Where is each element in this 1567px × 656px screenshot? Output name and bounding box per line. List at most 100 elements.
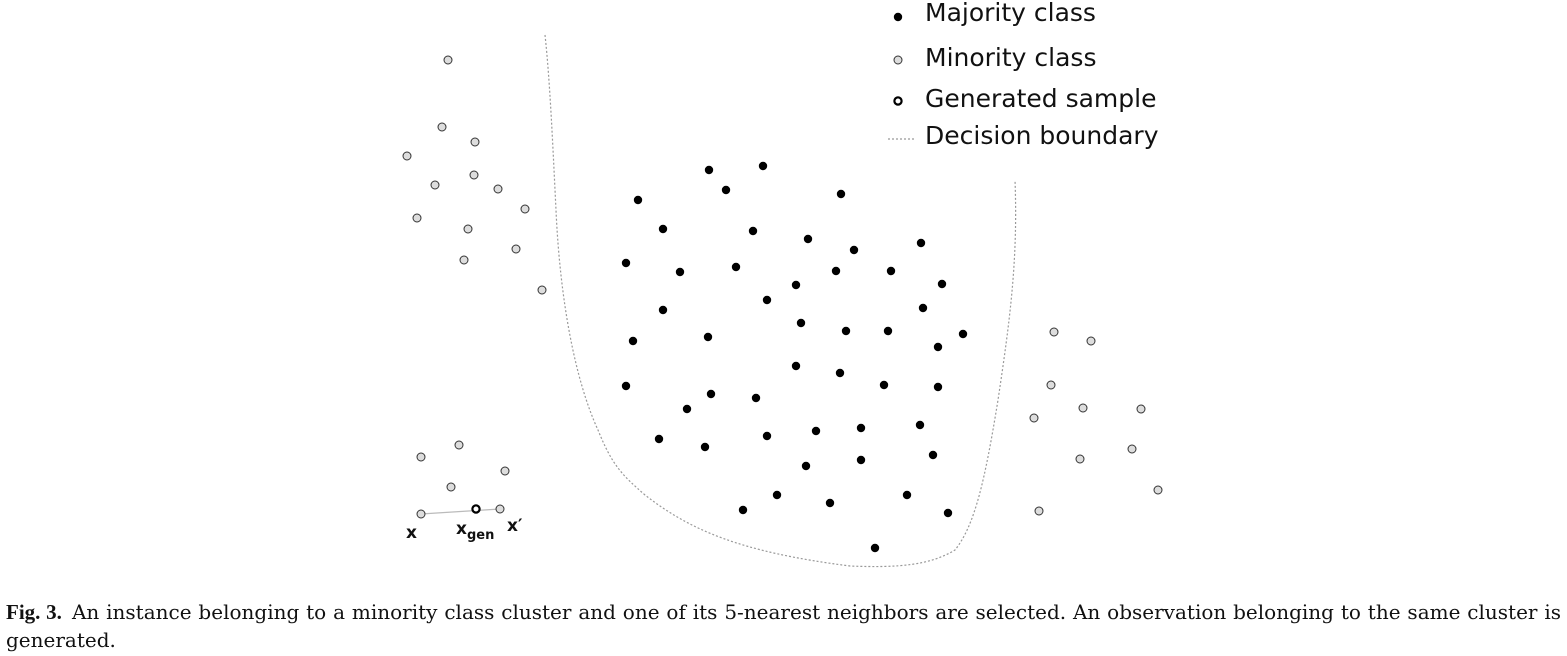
majority-point — [658, 305, 668, 315]
majority-point — [886, 266, 896, 276]
legend-marker — [893, 55, 903, 65]
majority-point — [918, 303, 928, 313]
minority-point — [537, 285, 547, 295]
generated-sample — [471, 504, 481, 514]
figure: x xgen x′ Majority class Minority class … — [402, 0, 1163, 568]
minority-point — [1086, 336, 1096, 346]
legend-marker — [893, 12, 903, 22]
minority-point — [1075, 454, 1085, 464]
minority-point — [500, 466, 510, 476]
legend-text: Majority class — [925, 0, 1096, 27]
majority-point — [958, 329, 968, 339]
minority-point — [443, 55, 453, 65]
minority-point — [446, 482, 456, 492]
minority-point — [402, 151, 412, 161]
majority-point — [791, 280, 801, 290]
majority-point — [825, 498, 835, 508]
majority-point — [879, 380, 889, 390]
majority-point — [836, 189, 846, 199]
legend-marker — [893, 96, 903, 106]
xgen-sub: gen — [467, 528, 494, 543]
majority-point — [841, 326, 851, 336]
majority-point — [658, 224, 668, 234]
majority-point — [675, 267, 685, 277]
majority-point — [915, 420, 925, 430]
majority-point — [831, 266, 841, 276]
minority-point — [1078, 403, 1088, 413]
minority-point — [412, 213, 422, 223]
majority-point — [633, 195, 643, 205]
majority-point — [628, 336, 638, 346]
majority-point — [856, 455, 866, 465]
minority-point — [430, 180, 440, 190]
majority-point — [943, 508, 953, 518]
majority-point — [704, 165, 714, 175]
majority-point — [933, 382, 943, 392]
legend-text: Minority class — [925, 43, 1096, 72]
majority-point — [801, 461, 811, 471]
majority-point — [883, 326, 893, 336]
majority-point — [758, 161, 768, 171]
caption: Fig. 3. An instance belonging to a minori… — [6, 598, 1561, 654]
xgen-main: x — [456, 519, 467, 539]
majority-point — [748, 226, 758, 236]
majority-point — [933, 342, 943, 352]
majority-point — [762, 295, 772, 305]
majority-point — [849, 245, 859, 255]
majority-point — [902, 490, 912, 500]
majority-point — [751, 393, 761, 403]
minority-point — [454, 440, 464, 450]
minority-point — [1136, 404, 1146, 414]
points — [402, 55, 1163, 553]
majority-point — [928, 450, 938, 460]
xprime-label: x′ — [507, 516, 523, 536]
minority-point — [469, 170, 479, 180]
majority-point — [803, 234, 813, 244]
majority-point — [706, 389, 716, 399]
x-label: x — [406, 523, 417, 543]
majority-point — [772, 490, 782, 500]
majority-point — [738, 505, 748, 515]
minority-point — [511, 244, 521, 254]
majority-point — [791, 361, 801, 371]
majority-point — [916, 238, 926, 248]
majority-point — [703, 332, 713, 342]
xgen-label: xgen — [456, 519, 494, 543]
majority-point — [835, 368, 845, 378]
legend-text: Decision boundary — [925, 121, 1159, 150]
legend-text: Generated sample — [925, 84, 1156, 113]
majority-point — [870, 543, 880, 553]
minority-point — [1049, 327, 1059, 337]
minority-point — [493, 184, 503, 194]
majority-point — [811, 426, 821, 436]
minority-point — [1153, 485, 1163, 495]
majority-point — [721, 185, 731, 195]
majority-point — [621, 258, 631, 268]
majority-point — [731, 262, 741, 272]
interpolation-line — [420, 508, 501, 515]
minority-point — [1034, 506, 1044, 516]
majority-point — [682, 404, 692, 414]
minority-point — [520, 204, 530, 214]
majority-point — [700, 442, 710, 452]
minority-point — [1127, 444, 1137, 454]
minority-point — [1046, 380, 1056, 390]
caption-text: An instance belonging to a minority clas… — [6, 600, 1561, 652]
majority-point — [856, 423, 866, 433]
minority-point — [416, 452, 426, 462]
minority-point — [437, 122, 447, 132]
minority-point — [470, 137, 480, 147]
minority-point — [416, 509, 426, 519]
majority-point — [796, 318, 806, 328]
majority-point — [654, 434, 664, 444]
decision-boundary — [544, 34, 1017, 568]
caption-label: Fig. 3. — [6, 600, 62, 624]
minority-point — [459, 255, 469, 265]
majority-point — [621, 381, 631, 391]
minority-point — [1029, 413, 1039, 423]
minority-point — [495, 504, 505, 514]
majority-point — [762, 431, 772, 441]
majority-point — [937, 279, 947, 289]
minority-point — [463, 224, 473, 234]
